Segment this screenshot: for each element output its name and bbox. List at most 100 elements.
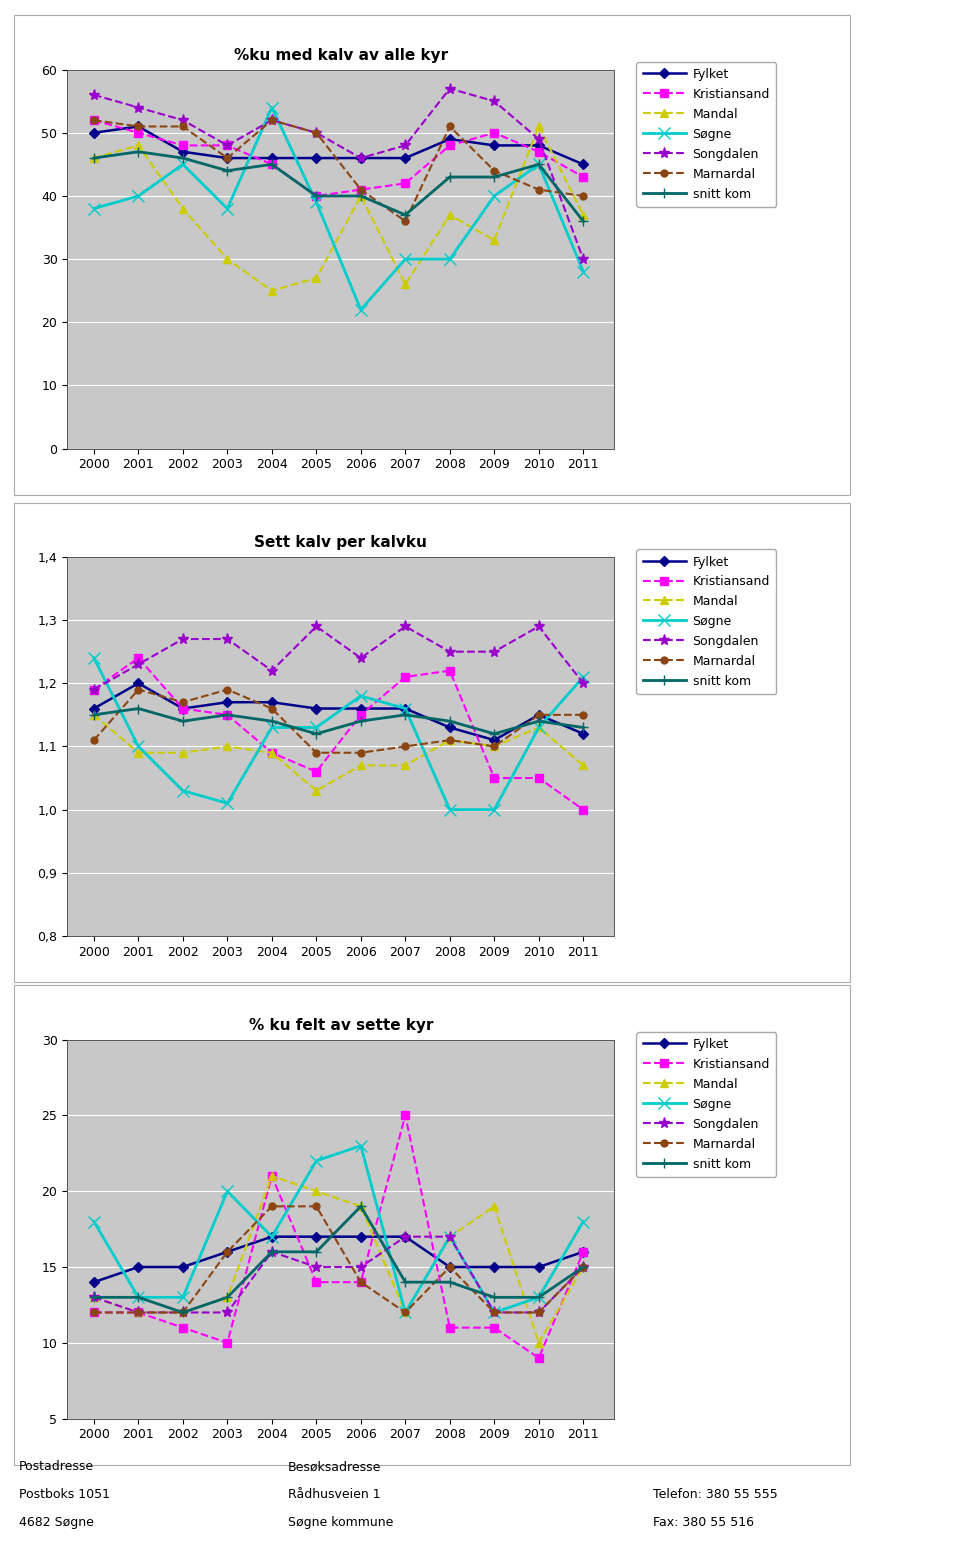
snitt kom: [533, 712, 544, 730]
Mandal: [177, 744, 188, 763]
Songdalen: [132, 1303, 144, 1321]
Mandal: [222, 1289, 233, 1307]
Søgne: [533, 155, 544, 173]
Line: Søgne: Søgne: [88, 1140, 588, 1318]
Kristiansand: [311, 1273, 323, 1292]
Songdalen: [399, 617, 411, 636]
Marnardal: [355, 1273, 367, 1292]
Fylket: [88, 124, 100, 142]
Søgne: [177, 155, 188, 173]
Fylket: [266, 693, 277, 712]
Songdalen: [533, 1303, 544, 1321]
Kristiansand: [132, 124, 144, 142]
Songdalen: [311, 617, 323, 636]
snitt kom: [222, 705, 233, 724]
Kristiansand: [399, 1106, 411, 1125]
Songdalen: [177, 630, 188, 648]
Kristiansand: [132, 1303, 144, 1321]
Søgne: [489, 187, 500, 206]
snitt kom: [88, 149, 100, 167]
Mandal: [578, 206, 589, 224]
snitt kom: [222, 1289, 233, 1307]
Marnardal: [399, 738, 411, 756]
Line: Songdalen: Songdalen: [88, 84, 588, 265]
Marnardal: [311, 124, 323, 142]
Marnardal: [177, 1303, 188, 1321]
Mandal: [311, 781, 323, 800]
Fylket: [266, 149, 277, 167]
snitt kom: [355, 1197, 367, 1216]
Mandal: [355, 187, 367, 206]
Fylket: [355, 699, 367, 718]
Søgne: [311, 718, 323, 736]
Songdalen: [355, 648, 367, 667]
Marnardal: [578, 705, 589, 724]
Marnardal: [132, 118, 144, 136]
Søgne: [311, 193, 323, 212]
Mandal: [88, 149, 100, 167]
Kristiansand: [222, 1334, 233, 1352]
Marnardal: [88, 111, 100, 130]
Søgne: [578, 668, 589, 687]
Søgne: [489, 800, 500, 818]
Line: snitt kom: snitt kom: [89, 1202, 588, 1318]
Søgne: [578, 263, 589, 282]
Line: Marnardal: Marnardal: [90, 687, 587, 756]
snitt kom: [132, 1289, 144, 1307]
Fylket: [132, 1258, 144, 1276]
snitt kom: [88, 705, 100, 724]
Marnardal: [533, 705, 544, 724]
Songdalen: [578, 674, 589, 693]
Fylket: [489, 1258, 500, 1276]
Fylket: [444, 718, 456, 736]
Kristiansand: [578, 1242, 589, 1261]
Marnardal: [266, 111, 277, 130]
Marnardal: [578, 187, 589, 206]
Fylket: [533, 1258, 544, 1276]
Text: Besøksadresse: Besøksadresse: [288, 1460, 381, 1473]
Line: Songdalen: Songdalen: [88, 1231, 588, 1318]
Marnardal: [489, 738, 500, 756]
Kristiansand: [444, 136, 456, 155]
Mandal: [399, 756, 411, 775]
snitt kom: [578, 1258, 589, 1276]
Fylket: [399, 149, 411, 167]
Fylket: [489, 730, 500, 749]
Søgne: [177, 1289, 188, 1307]
Mandal: [578, 1258, 589, 1276]
Songdalen: [311, 1258, 323, 1276]
Songdalen: [266, 662, 277, 681]
Mandal: [355, 756, 367, 775]
snitt kom: [266, 712, 277, 730]
Kristiansand: [399, 175, 411, 193]
Marnardal: [222, 681, 233, 699]
Marnardal: [444, 118, 456, 136]
snitt kom: [177, 149, 188, 167]
Fylket: [578, 1242, 589, 1261]
Songdalen: [533, 130, 544, 149]
Kristiansand: [489, 124, 500, 142]
Kristiansand: [355, 1273, 367, 1292]
snitt kom: [444, 1273, 456, 1292]
Text: Søgne kommune: Søgne kommune: [288, 1516, 394, 1528]
snitt kom: [444, 167, 456, 186]
Mandal: [266, 744, 277, 763]
Songdalen: [132, 99, 144, 118]
Søgne: [132, 738, 144, 756]
snitt kom: [355, 712, 367, 730]
Songdalen: [222, 630, 233, 648]
Mandal: [177, 1303, 188, 1321]
Fylket: [132, 674, 144, 693]
Marnardal: [266, 699, 277, 718]
snitt kom: [355, 187, 367, 206]
snitt kom: [177, 712, 188, 730]
Kristiansand: [222, 136, 233, 155]
Fylket: [222, 693, 233, 712]
Søgne: [399, 699, 411, 718]
Søgne: [266, 1227, 277, 1245]
Mandal: [444, 206, 456, 224]
Kristiansand: [266, 155, 277, 173]
Songdalen: [444, 79, 456, 97]
Søgne: [266, 718, 277, 736]
Fylket: [355, 149, 367, 167]
